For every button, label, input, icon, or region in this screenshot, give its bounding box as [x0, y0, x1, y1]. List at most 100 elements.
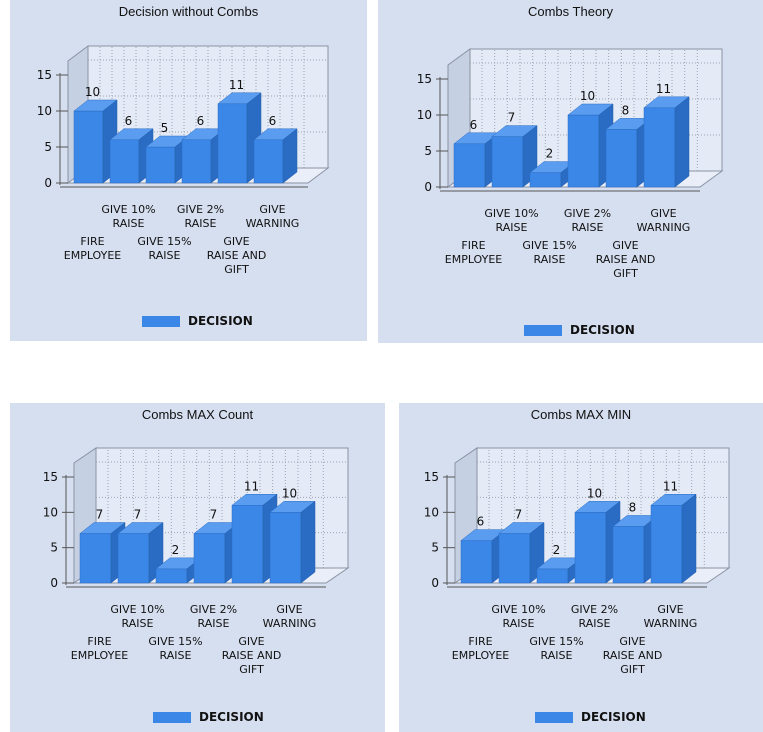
data-label: 11 [663, 479, 678, 493]
data-label: 7 [96, 508, 104, 522]
chart-legend: DECISION [524, 323, 635, 337]
bar-front [650, 505, 683, 584]
data-label: 10 [282, 486, 297, 500]
chart-panel-1: Decision without Combs 0 5 10 15 10 6 5 6 11 6 FIR… [10, 0, 367, 341]
bar [109, 128, 154, 184]
chart-plot: 0 5 10 15 10 6 5 6 11 6 FIRE EMPLOYEE GIVE 10% RAISE G… [37, 45, 330, 276]
bar-side [282, 128, 298, 184]
chart-plot: 0 5 10 15 7 7 2 7 11 10 FIRE EMPLOYEE GIVE 10% RAISE G… [43, 447, 350, 676]
chart-panel-2: Combs Theory 0 5 10 15 6 7 2 10 8 11 FIRE EMPLOYEE G… [378, 0, 763, 343]
bar-front [155, 568, 188, 584]
y-tick-label: 10 [43, 505, 58, 519]
data-label: 11 [656, 82, 671, 96]
x-tick-label: GIVE 10% RAISE [101, 203, 155, 230]
x-tick-label: GIVE 10% RAISE [484, 207, 538, 234]
x-tick-label: GIVE RAISE AND GIFT [222, 635, 282, 676]
legend-label: DECISION [570, 323, 635, 337]
bar [453, 132, 500, 188]
y-tick-label: 5 [424, 144, 432, 158]
bar-front [193, 533, 226, 584]
y-tick-label: 5 [44, 140, 52, 154]
chart-panel-3: Combs MAX Count 0 5 10 15 7 7 2 7 11 10 FIRE EMPLOY… [10, 403, 385, 732]
x-tick-label: GIVE WARNING [246, 203, 300, 230]
bar-front [498, 533, 531, 584]
bar-front [567, 114, 600, 188]
legend-swatch [524, 324, 562, 336]
chart-plot: 0 5 10 15 6 7 2 10 8 11 FIRE EMPLOYEE GIVE 10% RAISE G… [417, 48, 724, 280]
x-tick-label: GIVE 2% RAISE [190, 603, 237, 630]
data-label: 10 [587, 486, 602, 500]
data-label: 6 [269, 114, 277, 128]
bar-front [79, 533, 112, 584]
data-label: 6 [470, 118, 478, 132]
data-label: 10 [580, 89, 595, 103]
bar-front [460, 540, 493, 584]
data-label: 2 [546, 147, 554, 161]
chart-title: Combs Theory [527, 4, 613, 19]
chart-legend: DECISION [535, 710, 646, 724]
chart-legend: DECISION [142, 314, 253, 328]
data-label: 6 [125, 114, 133, 128]
y-tick-label: 15 [37, 68, 52, 82]
bar-front [574, 512, 607, 584]
bar [491, 125, 538, 188]
bar [145, 135, 190, 184]
y-tick-label: 15 [43, 470, 58, 484]
y-tick-label: 0 [50, 576, 58, 590]
data-label: 7 [508, 111, 516, 125]
x-tick-label: GIVE 2% RAISE [571, 603, 618, 630]
bar-front [529, 172, 562, 188]
chart-plot: 0 5 10 15 6 7 2 10 8 11 FIRE EMPLOYEE GIVE 10% RAISE G… [424, 447, 731, 676]
x-tick-label: GIVE 15% RAISE [148, 635, 202, 662]
data-label: 7 [210, 508, 218, 522]
bar [217, 92, 262, 184]
chart-title: Combs MAX Count [141, 407, 254, 422]
bar [498, 522, 545, 584]
bar-front [491, 136, 524, 188]
y-tick-label: 15 [417, 72, 432, 86]
bar-front [643, 107, 676, 188]
bar-front [612, 526, 645, 584]
x-tick-label: GIVE 2% RAISE [177, 203, 224, 230]
bar-front [117, 533, 150, 584]
y-tick-label: 0 [431, 576, 439, 590]
data-label: 7 [134, 508, 142, 522]
bar-front [536, 568, 569, 584]
bar [253, 128, 298, 184]
legend-swatch [142, 315, 180, 327]
x-tick-label: GIVE WARNING [637, 207, 691, 234]
x-tick-label: FIRE EMPLOYEE [64, 235, 122, 262]
data-label: 5 [161, 121, 169, 135]
bar-front [73, 110, 104, 184]
x-tick-label: GIVE RAISE AND GIFT [207, 235, 267, 276]
x-tick-label: FIRE EMPLOYEE [71, 635, 129, 662]
y-tick-label: 0 [44, 176, 52, 190]
x-tick-label: GIVE 15% RAISE [137, 235, 191, 262]
x-tick-label: GIVE 15% RAISE [522, 239, 576, 266]
chart-title: Decision without Combs [118, 4, 259, 19]
x-tick-label: FIRE EMPLOYEE [445, 239, 503, 266]
chart-panel-4: Combs MAX MIN 0 5 10 15 6 7 2 10 8 11 FIRE EMPLOYEE… [399, 403, 763, 732]
bar [643, 96, 690, 188]
data-label: 10 [85, 85, 100, 99]
bar-front [109, 139, 140, 184]
x-tick-label: GIVE 15% RAISE [529, 635, 583, 662]
chart-title: Combs MAX MIN [530, 407, 632, 422]
bar-front [253, 139, 284, 184]
bar-side [681, 493, 697, 584]
data-label: 2 [553, 543, 561, 557]
bar-front [231, 505, 264, 584]
data-label: 2 [172, 543, 180, 557]
bar-side [300, 500, 316, 584]
bar-front [453, 143, 486, 188]
y-tick-label: 10 [417, 108, 432, 122]
y-tick-label: 5 [431, 541, 439, 555]
data-label: 7 [515, 508, 523, 522]
y-tick-label: 10 [37, 104, 52, 118]
x-tick-label: GIVE 10% RAISE [491, 603, 545, 630]
bar [269, 500, 316, 584]
bar-side [674, 96, 690, 188]
legend-swatch [535, 711, 573, 723]
legend-swatch [153, 711, 191, 723]
bar-front [181, 139, 212, 184]
